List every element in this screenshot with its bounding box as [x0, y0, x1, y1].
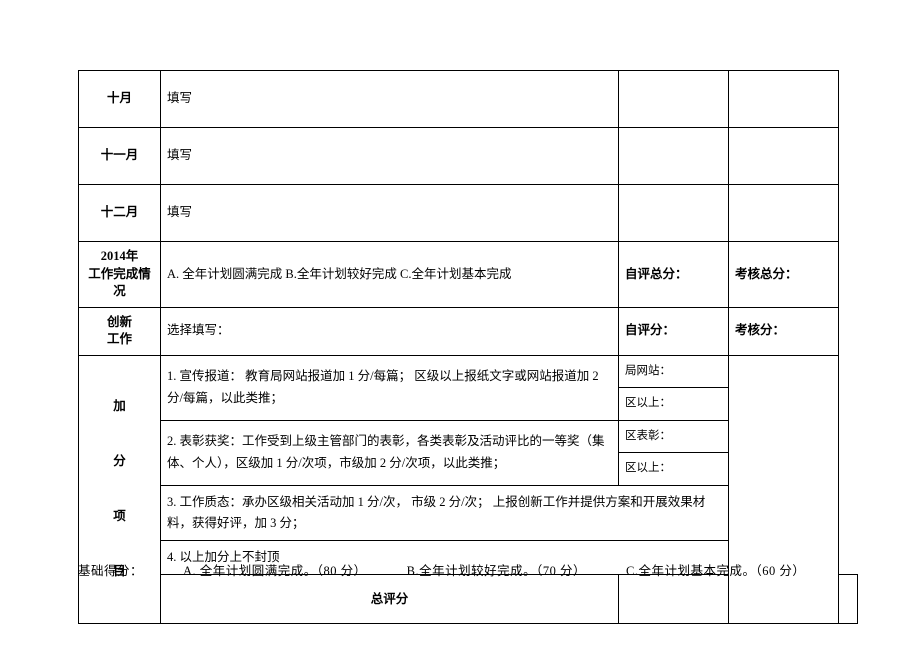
month-content[interactable]: 填写 — [161, 71, 619, 128]
bonus-item2-sub2[interactable]: 区以上： — [619, 453, 729, 486]
month-col3[interactable] — [619, 128, 729, 185]
footnote-c: C.全年计划基本完成。（60 分） — [626, 564, 805, 578]
footnote-a: A. 全年计划圆满完成。（80 分） — [183, 564, 367, 578]
month-col4[interactable] — [729, 185, 839, 242]
completion-label: 2014年 工作完成情况 — [79, 242, 161, 308]
innovation-label-line1: 创新 — [107, 315, 132, 329]
month-content[interactable]: 填写 — [161, 185, 619, 242]
footnote-prefix: 基础得分： — [78, 564, 143, 578]
completion-label-line1: 2014年 — [101, 249, 139, 263]
table-row: 创新 工作 选择填写： 自评分： 考核分： — [79, 307, 858, 355]
table-row: 十月 填写 — [79, 71, 858, 128]
total-label: 总评分 — [161, 575, 619, 624]
assess-score-label: 考核分： — [729, 307, 839, 355]
innovation-label-line2: 工作 — [107, 332, 132, 346]
total-content[interactable] — [619, 575, 858, 624]
month-col3[interactable] — [619, 185, 729, 242]
month-col4[interactable] — [729, 71, 839, 128]
table-row: 十一月 填写 — [79, 128, 858, 185]
assess-total-label: 考核总分： — [729, 242, 839, 308]
self-score-label: 自评分： — [619, 307, 729, 355]
completion-label-line2: 工作完成情况 — [88, 267, 151, 299]
footnote-b: B.全年计划较好完成。（70 分） — [407, 564, 586, 578]
table-row: 总评分 — [79, 575, 858, 624]
bonus-item1-sub2[interactable]: 区以上： — [619, 388, 729, 421]
table-row: 十二月 填写 — [79, 185, 858, 242]
month-label: 十月 — [79, 71, 161, 128]
month-col4[interactable] — [729, 128, 839, 185]
completion-content[interactable]: A. 全年计划圆满完成 B.全年计划较好完成 C.全年计划基本完成 — [161, 242, 619, 308]
bonus-item1-sub1[interactable]: 局网站： — [619, 355, 729, 388]
table-row: 加分项目 1. 宣传报道： 教育局网站报道加 1 分/每篇； 区级以上报纸文字或… — [79, 355, 858, 388]
form-table-wrap: 十月 填写 十一月 填写 十二月 填写 2014年 工作完成情况 A. 全年计划… — [78, 70, 858, 624]
month-col3[interactable] — [619, 71, 729, 128]
month-content[interactable]: 填写 — [161, 128, 619, 185]
bonus-item3: 3. 工作质态：承办区级相关活动加 1 分/次， 市级 2 分/次； 上报创新工… — [161, 485, 729, 541]
bonus-item1: 1. 宣传报道： 教育局网站报道加 1 分/每篇； 区级以上报纸文字或网站报道加… — [161, 355, 619, 420]
self-total-label: 自评总分： — [619, 242, 729, 308]
month-label: 十二月 — [79, 185, 161, 242]
month-label: 十一月 — [79, 128, 161, 185]
footnote: 基础得分： A. 全年计划圆满完成。（80 分） B.全年计划较好完成。（70 分）… — [78, 560, 845, 579]
innovation-content[interactable]: 选择填写： — [161, 307, 619, 355]
bonus-item2: 2. 表彰获奖：工作受到上级主管部门的表彰，各类表彰及活动评比的一等奖（集体、个… — [161, 420, 619, 485]
bonus-item2-sub1[interactable]: 区表彰： — [619, 420, 729, 453]
form-table: 十月 填写 十一月 填写 十二月 填写 2014年 工作完成情况 A. 全年计划… — [78, 70, 858, 624]
innovation-label: 创新 工作 — [79, 307, 161, 355]
bonus-label: 加分项目 — [79, 355, 161, 624]
table-row: 2014年 工作完成情况 A. 全年计划圆满完成 B.全年计划较好完成 C.全年… — [79, 242, 858, 308]
